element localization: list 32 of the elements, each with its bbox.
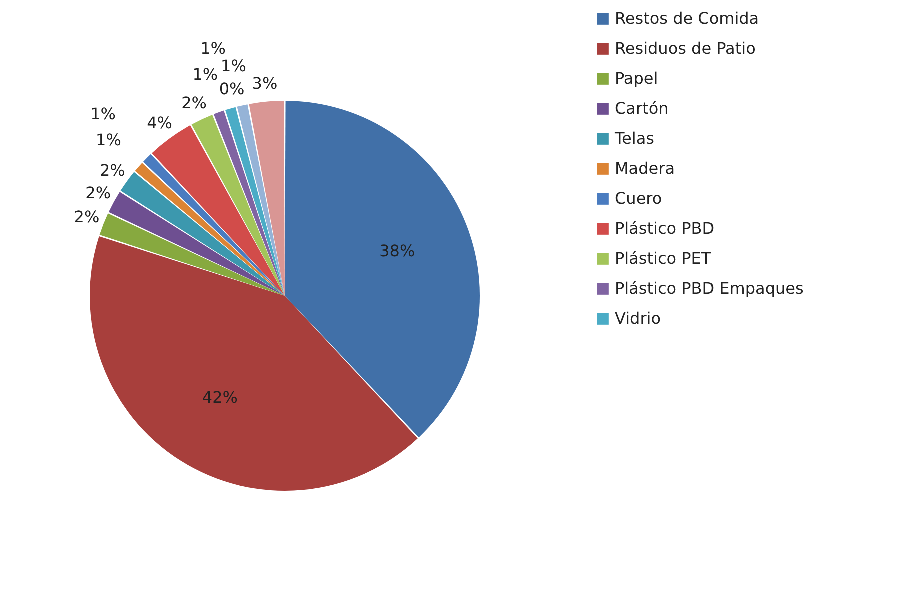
legend-label: Vidrio <box>615 309 662 328</box>
pie-slice <box>192 114 285 296</box>
data-label: 2% <box>100 160 126 180</box>
data-label: 3% <box>252 74 278 93</box>
legend-label: Plástico PET <box>615 249 712 268</box>
data-label: 1% <box>221 56 246 76</box>
pie-slice <box>225 107 285 296</box>
data-label: 2% <box>74 208 100 227</box>
legend-label: Telas <box>614 129 654 148</box>
legend-label: Plástico PBD <box>615 219 715 238</box>
pie-slice <box>100 214 285 296</box>
legend-label: Plástico PBD Empaques <box>615 279 804 298</box>
legend-label: Madera <box>615 159 675 178</box>
pie-slice <box>214 110 285 296</box>
data-label: 42% <box>202 388 238 408</box>
data-label: 1% <box>90 104 116 124</box>
text: 0% <box>219 80 245 99</box>
data-label: 2% <box>86 183 112 202</box>
legend-label: Cartón <box>615 99 669 118</box>
data-label: 38% <box>380 241 416 260</box>
pie-slice <box>108 192 285 296</box>
legend-label: Residuos de Patio <box>615 39 756 58</box>
data-label: 1% <box>96 130 122 150</box>
legend-label: Papel <box>615 69 658 88</box>
data-label: 1% <box>192 64 218 84</box>
legend-label: Cuero <box>615 189 662 208</box>
data-label: 2% <box>182 93 208 112</box>
pie-slice <box>249 101 285 296</box>
data-label: 1% <box>200 39 226 58</box>
legend-label: Restos de Comida <box>615 9 760 28</box>
data-label: 4% <box>147 114 172 133</box>
pie-slice <box>237 104 285 296</box>
